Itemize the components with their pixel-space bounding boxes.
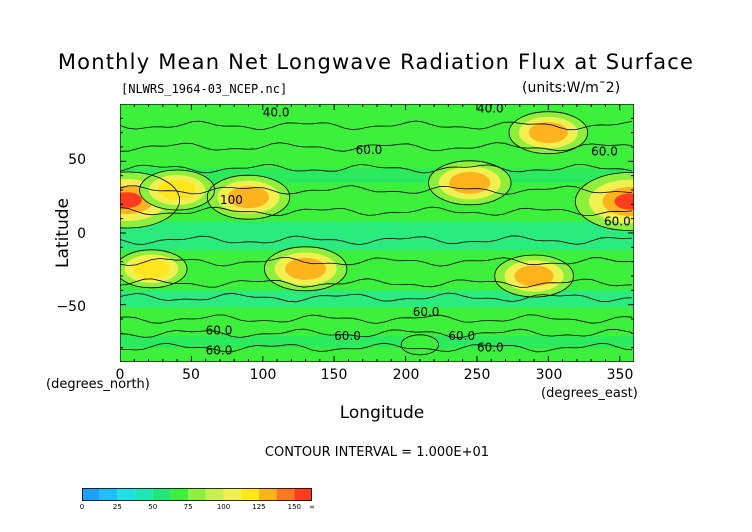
colorbar-swatch (258, 488, 277, 501)
colorbar-swatch (82, 488, 100, 501)
colorbar-tick-label: 75 (183, 503, 193, 511)
hotspot-level (414, 342, 426, 348)
contour-line (120, 185, 633, 195)
colorbar-swatch (188, 488, 206, 501)
contour-label: 60.0 (413, 305, 440, 319)
x-tick-label: 0 (115, 367, 125, 383)
contour-label: 100 (220, 193, 243, 207)
hotspot-level (141, 263, 162, 275)
colorbar-tick-label: 100 (216, 503, 231, 511)
hotspot-contour (508, 111, 589, 155)
contour-line (120, 235, 633, 246)
contour-line (120, 164, 633, 174)
colorbar-swatch (117, 488, 136, 501)
hotspot-level (614, 193, 634, 210)
x-tick-label: 300 (535, 367, 563, 383)
x-tick-label: 200 (392, 367, 420, 383)
y-tick-label: 50 (68, 152, 86, 168)
hotspot-level (523, 270, 546, 282)
hotspot-contour (206, 174, 291, 220)
value-band (120, 311, 634, 327)
colorbar (82, 488, 312, 501)
contour-label: 40.0 (477, 104, 504, 115)
x-tick-label: 150 (320, 367, 348, 383)
hotspot-contour (120, 249, 188, 289)
contour-label: 60.0 (604, 215, 631, 229)
colorbar-swatch (241, 488, 259, 501)
hotspot-contour (574, 172, 634, 231)
colorbar-frame (82, 488, 312, 501)
contour-label: 60.0 (356, 143, 383, 157)
contour-label: 40.0 (263, 106, 290, 120)
contour-label: 60.0 (591, 144, 618, 158)
colorbar-swatch (152, 488, 171, 501)
chart-title: Monthly Mean Net Longwave Radiation Flux… (57, 50, 695, 74)
hotspot-contour (139, 169, 216, 211)
contour-label: 60.0 (448, 329, 475, 343)
colorbar-swatch (294, 488, 312, 501)
colorbar-swatch (99, 488, 118, 501)
hotspot-level (166, 184, 188, 196)
y-tick-label: 0 (77, 226, 86, 242)
contour-line (120, 328, 633, 339)
contour-label: 60.0 (206, 344, 233, 358)
contour-label: 60.0 (206, 323, 233, 337)
hotspot-contour (494, 254, 574, 298)
value-band (120, 290, 634, 308)
contour-label: 60.0 (334, 329, 361, 343)
colorbar-swatch (205, 488, 224, 501)
hotspot-contour (400, 334, 439, 356)
value-band (120, 336, 634, 348)
x-tick-label: 100 (249, 367, 277, 383)
hotspot-contour (120, 171, 181, 229)
colorbar-swatch (276, 488, 295, 501)
contour-line (120, 120, 633, 131)
hotspot-level (294, 262, 318, 275)
colorbar-swatch (135, 488, 153, 501)
colorbar-tick-label: ∞ (309, 503, 315, 511)
file-name-label: [NLWRS_1964-03_NCEP.nc] (121, 82, 288, 96)
hotspot-level (120, 192, 142, 208)
contour-line (120, 206, 633, 217)
x-tick-label: 50 (182, 367, 200, 383)
colorbar-swatch (170, 488, 189, 501)
colorbar-tick-label: 50 (148, 503, 158, 511)
units-label: (units:W/m¯2) (522, 80, 621, 96)
contour-lines (120, 111, 634, 356)
contour-line (120, 256, 633, 267)
colorbar-tick-label: 150 (287, 503, 301, 511)
y-tick-label: −50 (56, 299, 86, 315)
x-tick-label: 250 (463, 367, 491, 383)
contour-line (120, 142, 633, 152)
value-band (120, 221, 634, 251)
hotspot-contour (263, 246, 348, 292)
colorbar-swatch (223, 488, 242, 501)
colorbar-tick-label: 0 (79, 503, 85, 511)
hotspot-contour (428, 160, 512, 206)
contour-line (120, 278, 633, 288)
contour-line (120, 342, 633, 353)
y-units-label: (degrees_north) (46, 377, 150, 392)
colorbar-tick-label: 125 (252, 503, 266, 511)
contour-line (120, 314, 633, 324)
colorbar-tick-label: 25 (112, 503, 122, 511)
x-tick-label: 350 (606, 367, 634, 383)
x-axis-label: Longitude (339, 403, 425, 423)
contour-label: 60.0 (477, 341, 504, 355)
x-units-label: (degrees_east) (541, 386, 638, 401)
hotspot-level (458, 176, 482, 189)
hotspot-level (236, 191, 261, 204)
hotspot-level (537, 126, 560, 139)
contour-interval-label: CONTOUR INTERVAL = 1.000E+01 (264, 445, 490, 460)
contour-line (120, 292, 633, 303)
